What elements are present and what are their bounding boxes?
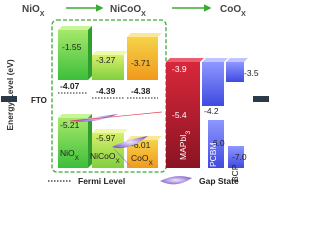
layer-label: MAPbI3 [178, 130, 192, 160]
layer-label: PCBM [208, 142, 218, 167]
block-side-face [88, 114, 92, 168]
cb-block [127, 37, 158, 80]
block-side-face [88, 26, 92, 80]
electrode-bar [253, 96, 269, 102]
y-axis-label: Energy Level (eV) [5, 59, 15, 131]
layer-label: NiOX [60, 148, 80, 162]
cb-value: -4.2 [204, 106, 219, 116]
vb-value: -5.4 [172, 110, 187, 120]
fermi-value: -4.39 [96, 86, 116, 96]
gap-state [112, 136, 148, 149]
legend-label: Gap State [199, 176, 239, 186]
block-top-face [226, 58, 248, 62]
electrode-label: FTO [31, 96, 47, 105]
layer-block [208, 120, 224, 168]
layer-block [202, 62, 224, 106]
vb-value: -5.97 [96, 133, 116, 143]
vb-block [92, 133, 124, 168]
block-top-face [58, 114, 92, 118]
layer-label: NiCoOX [90, 151, 121, 165]
layer-label: CoOX [131, 153, 153, 167]
vb-block [58, 118, 88, 168]
cb-value: -3.9 [172, 64, 187, 74]
cb-value: -3.5 [244, 68, 259, 78]
header-label: CoOX [220, 4, 246, 18]
layer-block [226, 62, 244, 82]
gap-state [112, 147, 132, 168]
block-top-face [166, 58, 204, 62]
fermi-value: -4.07 [60, 81, 80, 91]
cb-value: -3.27 [96, 55, 116, 65]
cb-value: -3.71 [131, 58, 151, 68]
vb-value: -5.21 [60, 120, 80, 130]
block-top-face [202, 58, 228, 62]
vb-value: -7.0 [232, 152, 247, 162]
arrow [69, 111, 163, 122]
fermi-value: -4.38 [131, 86, 151, 96]
layer-block [166, 62, 200, 168]
header-label: NiCoOX [110, 4, 146, 18]
legend-gap-state [160, 176, 192, 185]
cb-value: -1.55 [62, 42, 82, 52]
energy-diagram: NiOX NiCoOX CoOX Energy Level (eV) FTO -… [1, 4, 269, 186]
vb-value: -6.0 [210, 138, 225, 148]
cb-block [92, 55, 124, 80]
vb-value: -6.01 [131, 140, 151, 150]
layer-label: BCP [230, 164, 240, 182]
block-top-face [92, 51, 128, 55]
block-top-face [58, 26, 92, 30]
block-top-face [127, 33, 162, 37]
cb-block [58, 30, 88, 80]
block-top-face [92, 129, 128, 133]
fto-bar [1, 96, 17, 102]
layer-block [228, 146, 244, 168]
header-label: NiOX [22, 4, 45, 18]
legend-label: Fermi Level [78, 176, 125, 186]
